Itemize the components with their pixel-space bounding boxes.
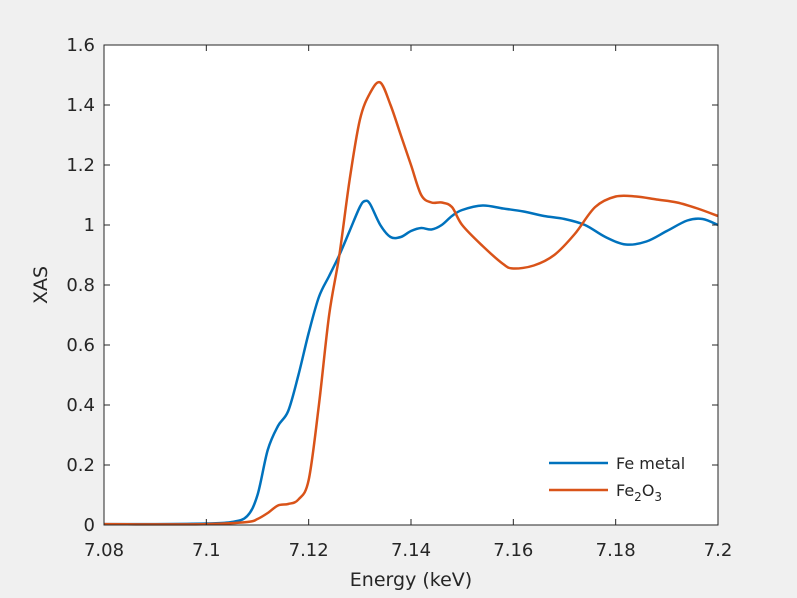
legend-box (541, 450, 705, 508)
y-tick-label: 1.2 (66, 155, 95, 176)
legend-fe2o3-sub1: 2 (634, 490, 642, 504)
legend-fe2o3-base: Fe (616, 481, 634, 500)
x-tick-label: 7.1 (192, 540, 221, 561)
x-axis-label: Energy (keV) (350, 569, 472, 591)
legend-label-fe-metal: Fe metal (616, 454, 685, 473)
series-layer (103, 80, 719, 526)
x-tick-label: 7.18 (596, 540, 636, 561)
y-tick-label: 1.4 (66, 95, 95, 116)
plot-area (104, 45, 718, 525)
y-axis-label: XAS (30, 266, 52, 304)
legend-fe2o3-mid: O (642, 481, 655, 500)
x-tick-label: 7.2 (704, 540, 733, 561)
y-tick-label: 0.4 (66, 395, 95, 416)
x-tick-label: 7.08 (84, 540, 124, 561)
x-tick-label: 7.12 (289, 540, 329, 561)
y-tick-label: 0.8 (66, 275, 95, 296)
y-tick-label: 0.2 (66, 455, 95, 476)
tick-layer: 7.08 7.1 7.12 7.14 7.16 7.18 7.2 0 0.2 0.4 0.6 0.8 1… (66, 35, 732, 561)
x-tick-label: 7.16 (493, 540, 533, 561)
legend: Fe metal Fe2O3 (541, 450, 705, 508)
y-tick-label: 0 (84, 515, 95, 536)
legend-fe2o3-sub2: 3 (654, 490, 662, 504)
x-tick-label: 7.14 (391, 540, 431, 561)
series-line-fe-metal (103, 199, 719, 526)
y-tick-label: 0.6 (66, 335, 95, 356)
legend-label-fe2o3: Fe2O3 (616, 481, 662, 504)
y-tick-label: 1 (84, 215, 95, 236)
y-tick-label: 1.6 (66, 35, 95, 56)
series-line-fe2o3 (103, 80, 719, 526)
